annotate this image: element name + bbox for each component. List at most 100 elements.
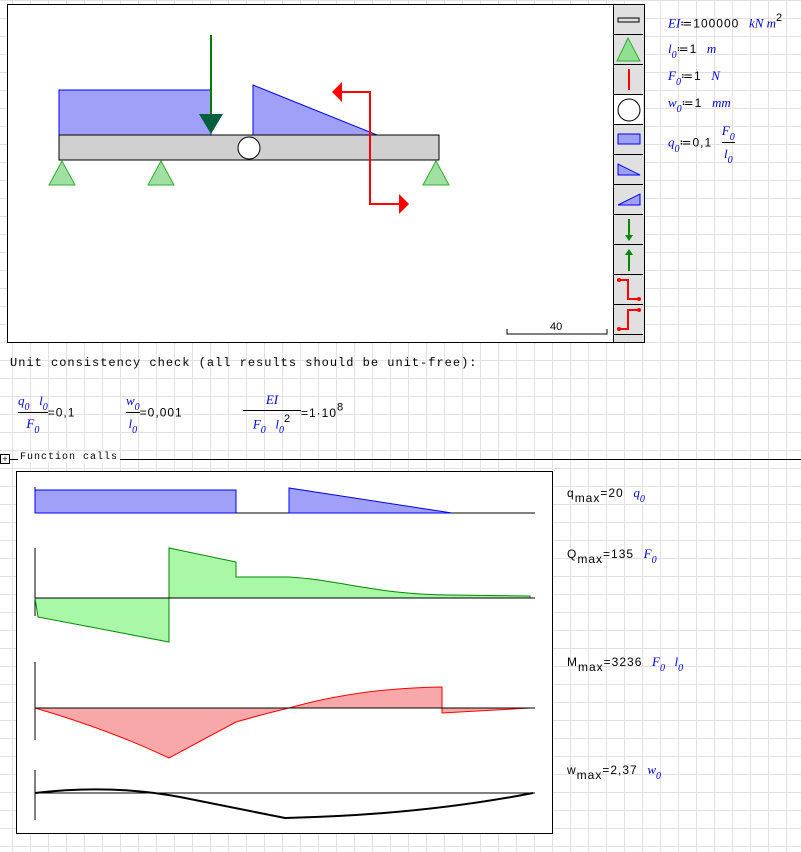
math-token: q [668, 134, 675, 150]
moment-cw-tool[interactable] [614, 275, 643, 305]
math-token: 8 [337, 401, 345, 414]
shear-diagram [34, 547, 531, 643]
check-1[interactable]: q0 l0 F0 =0,1 [18, 393, 76, 436]
math-token: kN m [748, 15, 777, 31]
point-force-head [199, 114, 223, 134]
math-token: F [643, 546, 652, 561]
math-token: 1 [689, 42, 698, 56]
math-token: EI [668, 15, 681, 31]
q-diagram [288, 487, 453, 514]
moment-load [340, 91, 400, 205]
math-token: 0 [656, 771, 661, 782]
section-label[interactable]: Function calls [18, 452, 121, 463]
def-q0[interactable]: q0≔0,1 F0 l0 [668, 122, 735, 166]
result-wmax: wmax=2,37 w0 [567, 761, 661, 782]
uniform-load-tool[interactable] [614, 125, 643, 155]
force-up-tool[interactable] [614, 245, 643, 275]
deflection-curve [34, 788, 534, 820]
math-token: max [574, 491, 601, 505]
math-token: m [706, 41, 717, 56]
support-tool[interactable] [614, 35, 643, 65]
math-token: 0,1 [692, 135, 713, 150]
math-token: 0 [659, 663, 665, 674]
math-token: 100000 [693, 16, 740, 31]
math-token: =3236 [603, 655, 643, 669]
def-l0[interactable]: l0≔1 m [668, 40, 717, 61]
math-token: =1·10 [301, 405, 338, 420]
force-down-tool[interactable] [614, 215, 643, 245]
moment-ccw-tool[interactable] [614, 305, 643, 335]
math-token: 0 [676, 104, 682, 115]
math-token: ≔ [679, 135, 693, 150]
math-token: =0,1 [47, 405, 76, 420]
beam-tool[interactable] [614, 5, 643, 35]
math-token: q [567, 486, 575, 500]
support [48, 159, 76, 186]
math-token: ≔ [676, 42, 690, 56]
math-token: 0 [675, 77, 681, 88]
math-token: 0 [34, 425, 40, 436]
def-w0[interactable]: w0≔1 mm [668, 94, 731, 115]
decreasing-load-tool[interactable] [614, 155, 643, 185]
check-3[interactable]: EI F0 l02 =1·108 [243, 392, 345, 437]
check-2[interactable]: w0 l0 =0,001 [126, 393, 183, 436]
hinge-line-tool[interactable] [614, 65, 643, 95]
math-token: =135 [603, 547, 635, 561]
scale-bar [506, 329, 608, 335]
unit-check-title: Unit consistency check (all results shou… [10, 356, 478, 370]
math-token: l [674, 654, 679, 669]
model-drawing[interactable] [0, 0, 614, 345]
results-drawing [34, 487, 535, 820]
uniform-load [58, 89, 212, 136]
math-token: max [578, 660, 604, 674]
math-token: 0 [729, 132, 735, 143]
math-token: l [723, 146, 728, 161]
section-divider [8, 459, 801, 460]
scale-label: 40 [550, 321, 563, 333]
expand-icon[interactable]: + [0, 454, 10, 464]
math-token: 0 [678, 663, 684, 674]
math-token: 1 [693, 69, 702, 83]
hinge-circle-tool[interactable] [614, 95, 643, 125]
math-token: 2 [776, 12, 784, 24]
math-token: EI [265, 392, 279, 407]
hinge [237, 136, 261, 160]
math-token: F [668, 68, 676, 83]
math-token: =0,001 [139, 405, 183, 420]
math-token: 0 [132, 425, 138, 436]
results-plot[interactable] [16, 471, 553, 834]
math-token: 0 [134, 402, 140, 413]
math-token: 0 [279, 425, 285, 437]
math-token: Q [567, 547, 578, 561]
def-EI[interactable]: EI≔100000 kN m2 [668, 12, 783, 32]
math-token: mm [711, 95, 731, 110]
math-token: w [567, 763, 577, 777]
math-token: 0 [639, 494, 645, 505]
math-token: 0 [24, 402, 30, 413]
math-token: 2 [284, 413, 292, 425]
result-Qmax: Qmax=135 F0 [567, 545, 657, 566]
math-token: 1 [694, 96, 703, 110]
support [147, 159, 175, 186]
math-token: 0 [674, 143, 680, 155]
result-Mmax: Mmax=3236 F0 l0 [567, 653, 684, 674]
math-token: 0 [727, 155, 733, 166]
math-token: ≔ [680, 69, 694, 83]
math-token: =2,37 [602, 763, 638, 777]
math-token: w [668, 95, 677, 110]
math-token: N [711, 68, 720, 83]
support [422, 159, 450, 186]
math-token: F [721, 123, 730, 138]
math-token: l [668, 41, 672, 56]
model-canvas[interactable] [7, 4, 616, 343]
math-token: max [577, 552, 604, 566]
math-token: ≔ [680, 16, 694, 31]
q-diagram [34, 489, 237, 514]
math-token: =20 [600, 486, 624, 500]
def-F0[interactable]: F0≔1 N [668, 67, 720, 88]
increasing-load-tool[interactable] [614, 185, 643, 215]
math-token: w [647, 762, 656, 777]
moment-diagram [34, 686, 531, 759]
math-token: 0 [651, 555, 657, 566]
math-token: M [567, 655, 578, 669]
